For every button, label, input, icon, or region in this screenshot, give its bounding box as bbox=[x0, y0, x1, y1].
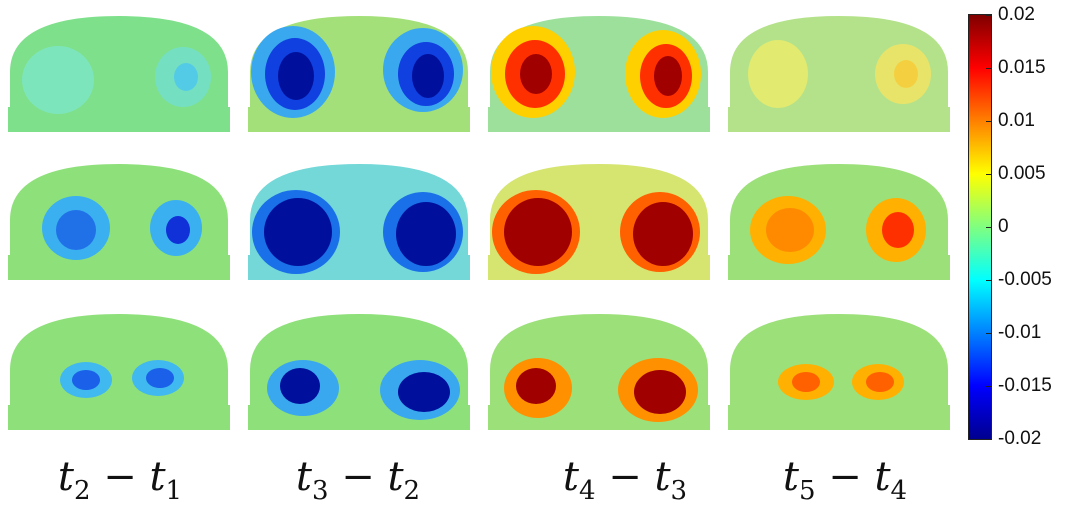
colorbar-tick-label: 0 bbox=[998, 216, 1009, 237]
colorbar-tick-mark bbox=[986, 333, 991, 334]
column-label-4: t5 − t4 bbox=[782, 454, 908, 506]
panel-row2-col1 bbox=[8, 160, 230, 280]
panel-row1-col1 bbox=[8, 12, 230, 132]
colorbar-tick-mark bbox=[986, 121, 991, 122]
panel-row3-col1 bbox=[8, 310, 230, 430]
colorbar-tick-mark bbox=[986, 174, 991, 175]
panel-row3-col3 bbox=[488, 310, 710, 430]
panel-row2-col3 bbox=[488, 160, 710, 280]
panel-row1-col4 bbox=[728, 12, 950, 132]
colorbar-tick-label: 0.01 bbox=[998, 110, 1035, 131]
colorbar-tick-label: -0.02 bbox=[998, 428, 1042, 449]
column-label-2: t3 − t2 bbox=[295, 454, 421, 506]
panel-row3-col2 bbox=[248, 310, 470, 430]
colorbar-tick-label: -0.005 bbox=[998, 269, 1052, 290]
colorbar-tick-label: 0.005 bbox=[998, 163, 1046, 184]
colorbar-tick-label: 0.02 bbox=[998, 4, 1035, 25]
panel-row1-col3 bbox=[488, 12, 710, 132]
panel-row2-col4 bbox=[728, 160, 950, 280]
panel-row2-col2 bbox=[248, 160, 470, 280]
colorbar-tick-mark bbox=[986, 15, 991, 16]
colorbar-tick-label: -0.015 bbox=[998, 375, 1052, 396]
colorbar-tick-label: 0.015 bbox=[998, 57, 1046, 78]
colorbar-tick-mark bbox=[986, 386, 991, 387]
panel-row1-col2 bbox=[248, 12, 470, 132]
column-label-1: t2 − t1 bbox=[57, 454, 183, 506]
difference-image-grid: t2 − t1 t3 − t2 t4 − t3 t5 − t4 bbox=[8, 12, 950, 506]
colorbar-tick-mark bbox=[986, 280, 991, 281]
colorbar-tick-mark bbox=[986, 227, 991, 228]
colorbar-tick-label: -0.01 bbox=[998, 322, 1042, 343]
colorbar-tick-mark bbox=[986, 439, 991, 440]
colorbar-tick-mark bbox=[986, 68, 991, 69]
panel-row3-col4 bbox=[728, 310, 950, 430]
column-label-3: t4 − t3 bbox=[562, 454, 688, 506]
